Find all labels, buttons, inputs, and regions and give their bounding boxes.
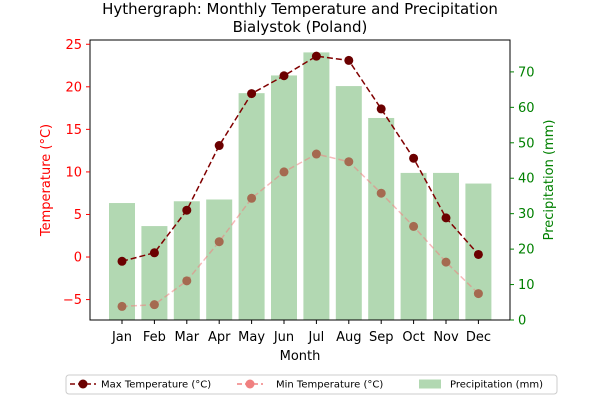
precipitation-bars — [109, 52, 492, 321]
x-tick-label: Aug — [336, 330, 361, 345]
legend: Max Temperature (°C) Min Temperature (°C)… — [65, 374, 558, 395]
precipitation-bar — [271, 75, 297, 320]
min-temperature-point — [473, 289, 483, 299]
x-tick-label: Jun — [273, 330, 294, 345]
x-axis-label: Month — [280, 349, 321, 364]
left-tick-label: 0 — [74, 251, 82, 266]
x-tick-label: Sep — [369, 330, 394, 345]
legend-min-label: Min Temperature (°C) — [276, 380, 383, 391]
x-tick-label: May — [238, 330, 265, 345]
min-temperature-point — [117, 301, 127, 311]
precipitation-bar — [238, 93, 265, 321]
right-tick-label: 60 — [518, 101, 535, 116]
max-temperature-point — [311, 51, 321, 61]
legend-max-swatch-marker — [78, 379, 88, 389]
max-temperature-point — [247, 89, 257, 99]
x-tick-label: Mar — [175, 330, 200, 345]
min-temperature-point — [344, 157, 354, 167]
max-temperature-point — [441, 213, 451, 223]
max-temperature-point — [117, 256, 127, 266]
max-temperature-point — [344, 55, 354, 65]
precipitation-bar — [400, 172, 427, 320]
min-temperature-line — [121, 153, 479, 308]
min-temperature-point — [149, 300, 159, 310]
min-temperature-point — [182, 276, 192, 286]
right-tick-label: 20 — [518, 243, 535, 258]
legend-min-swatch-marker — [245, 379, 255, 389]
precipitation-bar — [433, 172, 459, 320]
precipitation-bar — [335, 86, 362, 320]
legend-precip-label: Precipitation (mm) — [450, 380, 543, 391]
max-temperature-point — [409, 153, 419, 163]
x-tick-label: Dec — [466, 330, 491, 345]
x-tick-label: Feb — [143, 330, 166, 345]
precipitation-bar — [206, 199, 233, 320]
min-temperature-point — [247, 193, 257, 203]
max-temperature-point — [149, 248, 159, 258]
min-temperature-point — [311, 149, 321, 159]
left-tick-label: 25 — [65, 38, 82, 53]
temperature-lines — [117, 51, 483, 311]
left-tick-label: 20 — [65, 80, 82, 95]
legend-max-label: Max Temperature (°C) — [101, 380, 211, 391]
left-tick-label: 5 — [74, 208, 82, 223]
x-tick-label: Jul — [308, 330, 325, 345]
min-temperature-point — [441, 257, 451, 267]
x-tick-label: Jan — [111, 330, 132, 345]
right-tick-label: 70 — [518, 65, 535, 80]
max-temperature-point — [214, 141, 224, 151]
left-tick-label: −5 — [63, 293, 82, 308]
right-tick-label: 10 — [518, 278, 535, 293]
max-temperature-point — [376, 104, 386, 114]
max-temperature-point — [279, 71, 289, 81]
min-temperature-point — [409, 221, 419, 231]
plot-frame — [89, 39, 511, 321]
x-tick-label: Apr — [208, 330, 231, 345]
chart-title-line2: Bialystok (Poland) — [233, 18, 368, 36]
precipitation-bar — [303, 52, 330, 321]
right-tick-label: 0 — [518, 314, 526, 329]
left-tick-label: 15 — [65, 123, 82, 138]
y-axis-label-left: Temperature (°C) — [39, 124, 54, 237]
min-temperature-point — [376, 188, 386, 198]
left-tick-label: 10 — [65, 165, 82, 180]
precipitation-bar — [173, 201, 200, 320]
min-temperature-point — [279, 167, 289, 177]
legend-precip-swatch — [419, 379, 441, 389]
x-tick-label: Oct — [402, 330, 424, 345]
y-axis-label-right: Precipitation (mm) — [542, 120, 557, 241]
x-tick-label: Nov — [433, 330, 459, 345]
x-axis-ticks: Jan Feb Mar Apr May Jun Jul Aug Sep Oct Nov Dec — [111, 320, 491, 345]
precipitation-bar — [368, 117, 395, 320]
right-axis-ticks: 0 10 20 30 40 50 60 70 — [510, 65, 535, 329]
chart-title-line1: Hythergraph: Monthly Temperature and Pre… — [102, 0, 498, 18]
max-temperature-point — [473, 249, 483, 259]
right-tick-label: 50 — [518, 136, 535, 151]
right-tick-label: 30 — [518, 207, 535, 222]
max-temperature-point — [182, 205, 192, 215]
right-tick-label: 40 — [518, 172, 535, 187]
min-temperature-point — [214, 237, 224, 247]
left-axis-ticks: −5 0 5 10 15 20 25 — [63, 38, 90, 308]
